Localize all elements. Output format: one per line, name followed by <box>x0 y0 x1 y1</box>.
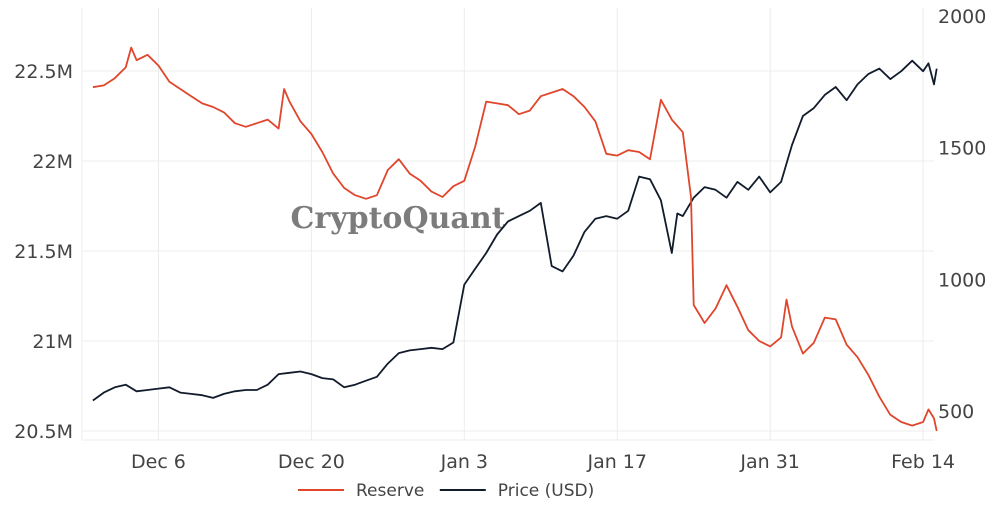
x-tick-label: Feb 14 <box>891 451 955 473</box>
watermark: CryptoQuant <box>290 201 505 236</box>
series-line-price-usd <box>92 59 938 402</box>
y-right-tick-label: 500 <box>938 401 974 423</box>
y-left-tick-label: 20.5M <box>14 421 73 443</box>
grid-lines <box>81 8 934 441</box>
x-tick-label: Jan 17 <box>586 451 647 473</box>
x-tick-label: Dec 20 <box>278 451 345 473</box>
y-left-tick-label: 22.5M <box>14 61 73 83</box>
y-left-tick-label: 21M <box>32 331 73 353</box>
y-right-tick-label: 1000 <box>938 269 986 291</box>
legend-label: Price (USD) <box>498 481 594 501</box>
x-tick-label: Jan 31 <box>739 451 800 473</box>
legend-item[interactable]: Reserve <box>298 481 424 501</box>
x-tick-label: Dec 6 <box>131 451 186 473</box>
x-tick-label: Jan 3 <box>440 451 488 473</box>
legend-item[interactable]: Price (USD) <box>439 481 594 501</box>
series-line-reserve <box>92 46 938 432</box>
legend-label: Reserve <box>356 481 424 501</box>
y-left-tick-label: 22M <box>32 151 73 173</box>
y-right-tick-label: 1500 <box>938 138 986 160</box>
y-left-tick-label: 21.5M <box>14 241 73 263</box>
y-right-tick-label: 2000 <box>938 6 986 28</box>
legend[interactable]: Reserve Price (USD) <box>298 481 594 501</box>
axis-tick-labels: Dec 6 Dec 20 Jan 3 Jan 17 Jan 31 Feb 14 20.5M 2… <box>14 6 986 473</box>
series-lines <box>92 46 938 432</box>
